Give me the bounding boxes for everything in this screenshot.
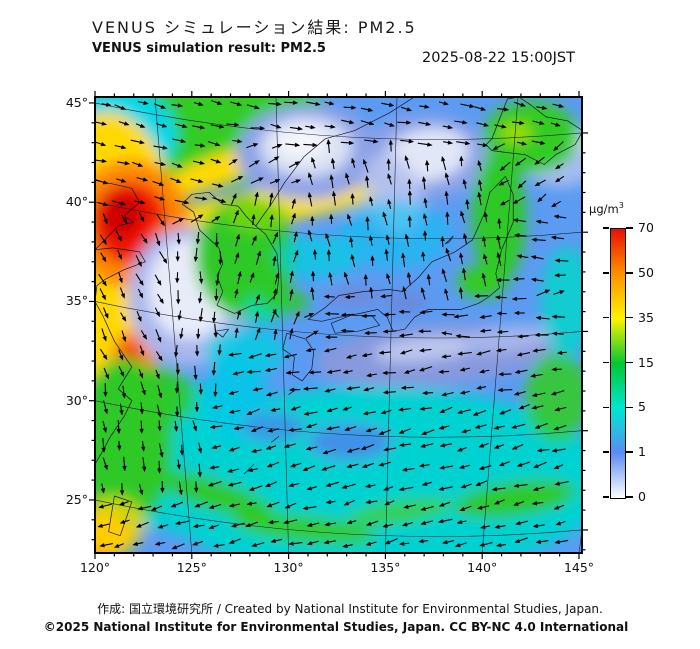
colorbar-tick	[603, 451, 609, 453]
colorbar-tick	[626, 227, 633, 229]
page-title-japanese: VENUS シミュレーション結果: PM2.5	[92, 18, 417, 37]
colorbar-label-70: 70	[638, 220, 654, 235]
colorbar-tick	[626, 361, 633, 364]
colorbar-tick	[626, 316, 633, 319]
credit-line: 作成: 国立環境研究所 / Created by National Instit…	[97, 602, 603, 616]
lat-label-25: 25°	[65, 491, 88, 507]
coast-taiwan	[108, 495, 133, 537]
lon-label-140: 140°	[467, 560, 498, 575]
coast-hokkaido	[485, 97, 582, 165]
colorbar-label-15: 15	[638, 354, 654, 370]
colorbar-unit-label: µg/m3	[589, 201, 624, 216]
coast-ryukyu-3	[243, 463, 255, 475]
license-line: ©2025 National Institute for Environment…	[43, 620, 629, 634]
coast-nk-east-coast	[255, 156, 305, 227]
lat-label-45: 45°	[65, 94, 88, 110]
colorbar-tick	[603, 227, 609, 229]
coastlines	[95, 97, 582, 537]
colorbar-tick	[626, 451, 633, 453]
lat-label-30: 30°	[65, 392, 88, 408]
coast-china-coast	[95, 180, 146, 465]
wind-arrows	[95, 100, 569, 550]
forecast-datetime: 2025-08-22 15:00JST	[421, 50, 575, 66]
colorbar-label-5: 5	[638, 399, 646, 415]
colorbar-tick	[603, 496, 609, 498]
axis-ticks	[89, 91, 588, 559]
map-frame	[94, 96, 583, 554]
colorbar-tick	[626, 406, 633, 409]
lon-label-125: 125°	[176, 560, 207, 575]
lon-label-145: 145°	[563, 560, 595, 575]
colorbar-tick	[603, 406, 609, 409]
graticule	[95, 97, 582, 553]
lon-label-120: 120°	[79, 560, 111, 575]
map-canvas	[89, 91, 588, 559]
coast-sado	[445, 235, 454, 245]
page-title-english: VENUS simulation result: PM2.5	[92, 41, 326, 56]
coast-kyushu	[282, 332, 315, 382]
colorbar-label-0: 0	[638, 489, 646, 504]
lon-label-135: 135°	[370, 560, 401, 575]
coast-russia-coast	[303, 97, 415, 157]
colorbar-label-1: 1	[638, 444, 646, 460]
colorbar-tick	[603, 316, 609, 319]
coast-ryukyu-2	[270, 436, 280, 443]
lat-label-35: 35°	[65, 293, 88, 309]
lat-label-40: 40°	[65, 194, 88, 210]
colorbar-tick	[603, 272, 609, 274]
coast-jeju	[214, 328, 229, 338]
colorbar	[610, 228, 626, 499]
colorbar-tick	[626, 272, 633, 274]
colorbar-tick	[603, 361, 609, 364]
colorbar-tick	[626, 496, 633, 498]
colorbar-label-35: 35	[638, 309, 654, 325]
pm25-map	[75, 77, 620, 577]
colorbar-label-50: 50	[638, 264, 654, 280]
lon-label-130: 130°	[273, 560, 304, 575]
